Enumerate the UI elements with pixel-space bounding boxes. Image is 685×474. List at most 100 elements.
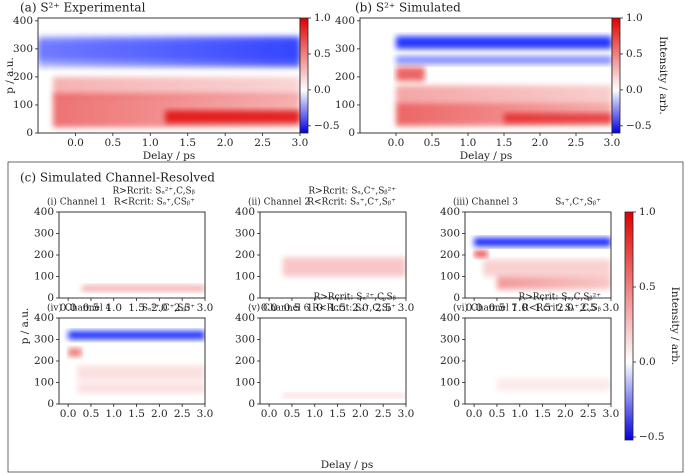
heatmap-band bbox=[496, 276, 611, 290]
plot-frame bbox=[259, 317, 407, 405]
x-tick-label: 1.0 bbox=[105, 302, 122, 314]
x-tick-label: 2.5 bbox=[174, 408, 191, 420]
colorbar-tick-label: 1.0 bbox=[314, 12, 331, 24]
x-tick-label: 1.5 bbox=[128, 408, 145, 420]
x-tick-label: 2.5 bbox=[375, 302, 392, 314]
x-tick-label: 3.0 bbox=[603, 302, 620, 314]
heatmap-band bbox=[81, 285, 205, 292]
x-tick-label: 1.5 bbox=[534, 408, 551, 420]
x-tick-label: 2.5 bbox=[580, 302, 597, 314]
x-tick-label: 2.5 bbox=[568, 137, 585, 149]
y-tick-label: 100 bbox=[440, 377, 460, 389]
y-tick-label: 0 bbox=[248, 398, 255, 410]
chart-title: (iii) Channel 3 bbox=[453, 197, 518, 208]
y-tick-label: 200 bbox=[235, 249, 255, 261]
x-tick-label: 1.5 bbox=[179, 137, 196, 149]
y-tick-label: 100 bbox=[440, 271, 460, 283]
x-tick-label: 1.0 bbox=[511, 408, 528, 420]
y-axis-label: p / a.u. bbox=[19, 308, 31, 345]
x-tick-label: 0.0 bbox=[60, 302, 77, 314]
y-tick-label: 100 bbox=[235, 271, 255, 283]
x-tick-label: 2.0 bbox=[151, 302, 168, 314]
panel-c-title: (c) Simulated Channel-Resolved bbox=[20, 171, 215, 185]
y-tick-label: 100 bbox=[34, 377, 54, 389]
x-tick-label: 1.5 bbox=[534, 302, 551, 314]
y-tick-label: 200 bbox=[440, 249, 460, 261]
y-tick-label: 0 bbox=[453, 398, 460, 410]
y-tick-label: 400 bbox=[34, 206, 54, 218]
y-tick-label: 300 bbox=[13, 43, 33, 55]
colorbar-tick-label: 1.0 bbox=[639, 206, 656, 218]
heatmap-band bbox=[165, 110, 300, 124]
heatmap-band bbox=[504, 113, 612, 124]
y-tick-label: 200 bbox=[335, 71, 355, 83]
colorbar-tick-label: −0.5 bbox=[639, 431, 665, 443]
x-axis-label: Delay / ps bbox=[143, 150, 196, 162]
x-tick-label: 3.0 bbox=[603, 408, 620, 420]
chart-title: (iv) Channel 4 bbox=[47, 303, 112, 314]
x-tick-label: 3.0 bbox=[398, 408, 415, 420]
y-tick-label: 400 bbox=[235, 312, 255, 324]
x-tick-label: 0.5 bbox=[105, 137, 122, 149]
x-tick-label: 1.5 bbox=[128, 302, 145, 314]
heatmap-band bbox=[474, 250, 488, 258]
heatmap-band bbox=[77, 382, 205, 394]
x-tick-label: 1.5 bbox=[329, 408, 346, 420]
colorbar-tick-label: 0.0 bbox=[626, 84, 643, 96]
x-tick-label: 0.5 bbox=[489, 408, 506, 420]
heatmap-band bbox=[396, 85, 612, 103]
x-tick-label: 0.0 bbox=[261, 408, 278, 420]
colorbar-tick-label: −0.5 bbox=[314, 120, 340, 132]
colorbar bbox=[624, 211, 634, 441]
heatmap-band bbox=[77, 365, 205, 381]
x-tick-label: 0.0 bbox=[466, 302, 483, 314]
channel-note: R<Rcrit: Sₐ⁺,C,Sᵦ bbox=[522, 304, 601, 314]
y-tick-label: 200 bbox=[13, 71, 33, 83]
y-tick-label: 100 bbox=[335, 99, 355, 111]
x-tick-label: 2.5 bbox=[375, 408, 392, 420]
heatmap bbox=[282, 393, 406, 398]
colorbar-tick-label: −0.5 bbox=[626, 120, 652, 132]
y-tick-label: 400 bbox=[440, 312, 460, 324]
heatmap-band bbox=[282, 257, 406, 277]
channel-note: Sₐ⁺,C⁺,Sᵦ⁺ bbox=[555, 198, 601, 208]
y-tick-label: 400 bbox=[13, 15, 33, 27]
x-tick-label: 0.0 bbox=[388, 137, 405, 149]
colorbar-tick-label: 0.0 bbox=[314, 84, 331, 96]
x-tick-label: 2.0 bbox=[557, 302, 574, 314]
x-tick-label: 0.5 bbox=[284, 408, 301, 420]
x-tick-label: 0.5 bbox=[83, 302, 100, 314]
x-axis-label: Delay / ps bbox=[460, 150, 513, 162]
panel-c-border bbox=[7, 161, 684, 473]
chart-title: (v) Channel 6 bbox=[248, 303, 310, 314]
x-tick-label: 0.5 bbox=[83, 408, 100, 420]
chart-title: (i) Channel 1 bbox=[47, 197, 106, 208]
x-tick-label: 0.0 bbox=[60, 408, 77, 420]
channel-note: R<Rcrit: Sₐ⁺,CSᵦ⁺ bbox=[114, 198, 195, 208]
y-tick-label: 400 bbox=[335, 15, 355, 27]
chart-title: (a) S²⁺ Experimental bbox=[20, 1, 146, 15]
heatmap bbox=[496, 378, 611, 392]
y-tick-label: 300 bbox=[235, 228, 255, 240]
y-axis-label: p / a.u. bbox=[4, 57, 16, 94]
x-tick-label: 0.0 bbox=[466, 408, 483, 420]
channel-note: R>Rcrit: Sₐ,C,Sᵦ²⁺ bbox=[518, 293, 601, 303]
y-tick-label: 400 bbox=[440, 206, 460, 218]
colorbar-label: Intensity / arb. bbox=[669, 287, 681, 366]
x-tick-label: 1.5 bbox=[329, 302, 346, 314]
heatmap-band bbox=[496, 378, 611, 392]
channel-note: R>Rcrit: Sₐ²⁺,C,Sᵦ bbox=[313, 293, 396, 303]
x-tick-label: 0.0 bbox=[261, 302, 278, 314]
x-tick-label: 2.5 bbox=[580, 408, 597, 420]
x-tick-label: 0.0 bbox=[67, 137, 84, 149]
y-tick-label: 300 bbox=[440, 228, 460, 240]
x-tick-label: 2.5 bbox=[174, 302, 191, 314]
channel-note: R>Rcrit: Sₐ²⁺,C,Sᵦ bbox=[112, 187, 195, 197]
y-tick-label: 200 bbox=[440, 355, 460, 367]
x-tick-label: 2.0 bbox=[352, 302, 369, 314]
y-tick-label: 100 bbox=[34, 271, 54, 283]
y-tick-label: 200 bbox=[235, 355, 255, 367]
x-tick-label: 3.0 bbox=[604, 137, 621, 149]
heatmap-band bbox=[396, 36, 612, 49]
heatmap bbox=[38, 36, 300, 128]
